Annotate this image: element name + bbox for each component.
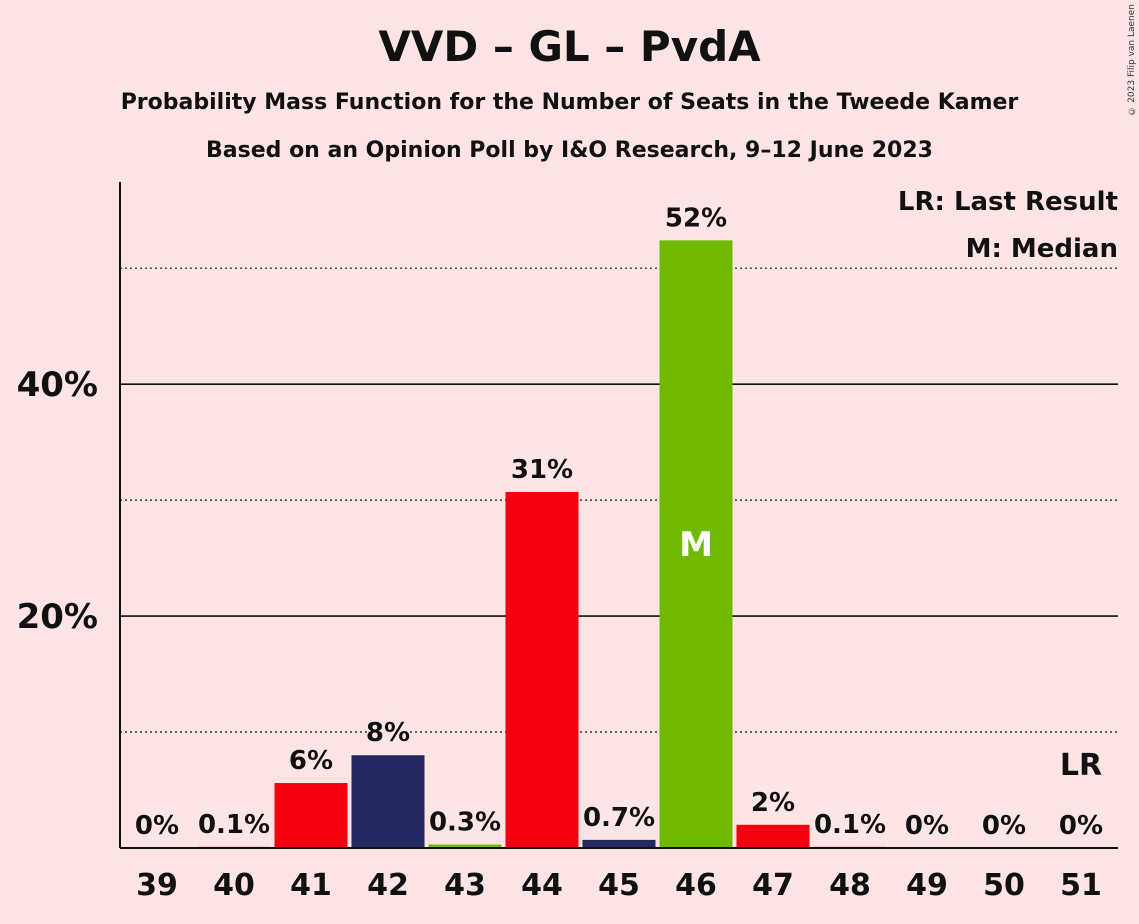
- bar-value-labels: 0% 0.1% 6% 8% 0.3% 31% 0.7% 52% M 2% 0.1% 0% 0% 0% LR: [135, 201, 1103, 841]
- value-label-bg: [432, 805, 498, 837]
- value-label-seat-45: 0.7%: [583, 803, 655, 833]
- value-label-bg: [909, 809, 945, 840]
- y-tick-label: 20%: [17, 597, 98, 637]
- last-result-marker: LR: [1060, 748, 1102, 783]
- bar-seat-45: [582, 839, 656, 848]
- value-label-seat-46: 52%: [665, 203, 727, 233]
- x-tick-label: 43: [444, 868, 486, 903]
- value-label-bg: [293, 744, 329, 776]
- value-label-bg: [1063, 809, 1099, 840]
- x-tick-label: 44: [521, 868, 563, 903]
- value-label-seat-41: 6%: [289, 746, 333, 776]
- x-tick-label: 40: [213, 868, 255, 903]
- bar-seat-44: [505, 491, 579, 848]
- y-axis-tick-labels: 20% 40%: [17, 365, 98, 637]
- value-label-bg: [755, 785, 791, 817]
- bars: [197, 240, 887, 848]
- value-label-bg: [516, 452, 568, 484]
- legend-entry: M: Median: [966, 234, 1118, 264]
- x-tick-label: 45: [598, 868, 640, 903]
- gridlines: [120, 267, 1118, 733]
- x-tick-label: 50: [983, 868, 1025, 903]
- value-label-bg: [670, 201, 722, 233]
- value-label-bg: [817, 807, 883, 839]
- x-tick-label: 46: [675, 868, 717, 903]
- chart-subtitle-source: Based on an Opinion Poll by I&O Research…: [206, 138, 933, 163]
- value-label-bg: [139, 809, 175, 840]
- value-label-bg: [370, 716, 406, 748]
- y-tick-label: 40%: [17, 365, 98, 405]
- value-label-seat-49: 0%: [905, 811, 949, 841]
- x-tick-label: 41: [290, 868, 332, 903]
- value-label-bg: [586, 800, 652, 832]
- x-tick-label: 42: [367, 868, 409, 903]
- value-label-seat-43: 0.3%: [429, 808, 501, 838]
- value-label-seat-51: 0%: [1059, 811, 1103, 841]
- value-label-seat-39: 0%: [135, 811, 179, 841]
- value-label-seat-42: 8%: [366, 718, 410, 748]
- value-label-seat-48: 0.1%: [814, 810, 886, 840]
- x-tick-label: 49: [906, 868, 948, 903]
- value-label-seat-40: 0.1%: [198, 810, 270, 840]
- legend-entry: LR: Last Result: [898, 187, 1118, 217]
- axes: [119, 182, 1118, 849]
- bar-seat-46: [659, 240, 733, 848]
- legend-bg: [885, 184, 1118, 218]
- bar-seat-41: [274, 783, 348, 848]
- x-tick-label: 51: [1060, 868, 1102, 903]
- x-tick-label: 39: [136, 868, 178, 903]
- legend-bg: [975, 231, 1118, 265]
- chart-subtitle: Probability Mass Function for the Number…: [120, 90, 1019, 115]
- x-axis-tick-labels: 39 40 41 42 43 44 45 46 47 48 49 50 51: [136, 868, 1102, 903]
- legend: LR: Last Result M: Median: [885, 184, 1118, 265]
- value-label-seat-50: 0%: [982, 811, 1026, 841]
- bar-seat-47: [736, 824, 810, 848]
- median-marker: M: [679, 525, 713, 565]
- value-label-seat-47: 2%: [751, 788, 795, 818]
- x-tick-label: 48: [829, 868, 871, 903]
- x-tick-label: 47: [752, 868, 794, 903]
- value-label-bg: [986, 809, 1022, 840]
- value-label-seat-44: 31%: [511, 455, 573, 485]
- chart-title: VVD – GL – PvdA: [378, 22, 761, 71]
- bar-seat-43: [428, 844, 502, 848]
- bar-seat-42: [351, 755, 425, 848]
- value-label-bg: [201, 807, 267, 839]
